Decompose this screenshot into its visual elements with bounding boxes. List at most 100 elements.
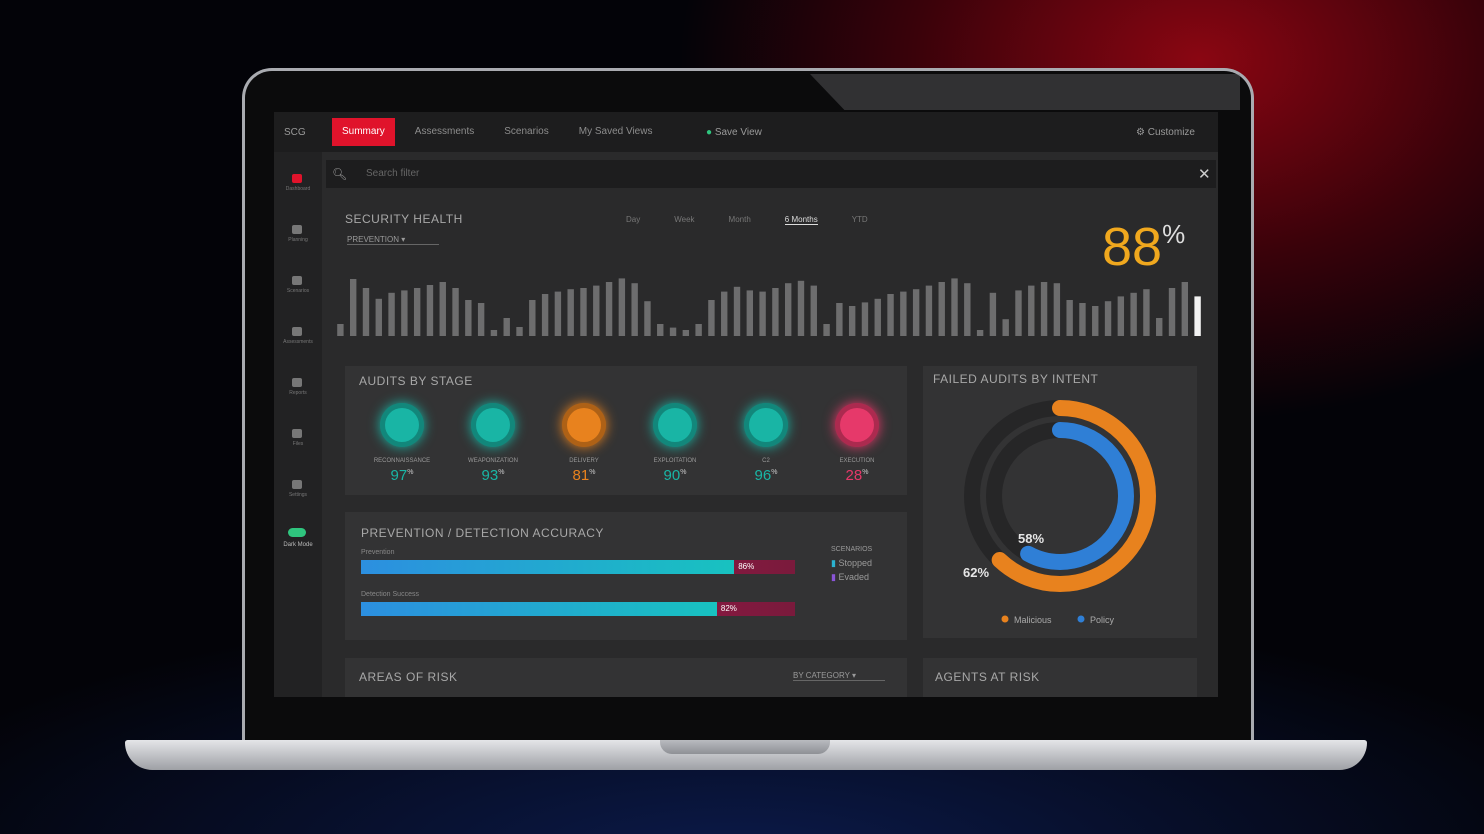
- legend-label: Policy: [1090, 615, 1115, 625]
- health-bar: [900, 291, 907, 336]
- dropdown[interactable]: PREVENTION ▾: [347, 235, 439, 245]
- health-bar: [1002, 319, 1009, 336]
- search-placeholder[interactable]: Search filter: [366, 168, 420, 179]
- stage-unit: %: [498, 469, 505, 476]
- dropdown[interactable]: BY CATEGORY ▾: [793, 671, 885, 681]
- accuracy-panel: PREVENTION / DETECTION ACCURACY SCENARIO…: [345, 512, 907, 640]
- health-bar: [375, 298, 382, 336]
- nav-icon[interactable]: [292, 174, 302, 183]
- nav-icon[interactable]: [292, 327, 302, 336]
- health-bar: [989, 292, 997, 336]
- health-bar: [413, 288, 421, 336]
- health-bar: [593, 285, 600, 336]
- close[interactable]: ✕: [1198, 166, 1211, 183]
- range-tab[interactable]: 6 Months: [784, 215, 818, 225]
- stage-number: 93: [481, 467, 499, 484]
- stage-number: 90: [663, 467, 681, 484]
- nav-label[interactable]: Reports: [289, 390, 307, 396]
- health-bar: [733, 286, 741, 336]
- stage-unit: %: [589, 469, 596, 476]
- nav-label[interactable]: Dark Mode: [283, 542, 313, 548]
- range-tab[interactable]: YTD: [851, 215, 868, 224]
- health-bar: [401, 290, 408, 336]
- nav-label[interactable]: Dashboard: [285, 186, 311, 192]
- panel-title: AREAS OF RISK: [359, 670, 458, 684]
- customize[interactable]: ⚙ Customize: [1136, 127, 1195, 138]
- agents-panel: AGENTS AT RISK: [923, 658, 1197, 697]
- nav-icon[interactable]: [292, 276, 302, 285]
- tab[interactable]: Assessments: [414, 126, 475, 137]
- stage-value: 28%: [812, 467, 902, 484]
- donut-arc: [986, 422, 1134, 570]
- stage-value: 90%: [630, 467, 720, 484]
- stage-value: 97%: [357, 467, 447, 484]
- stage-label: DELIVERY: [569, 458, 599, 464]
- range-tab[interactable]: Month: [728, 215, 751, 224]
- range-tab[interactable]: Day: [626, 215, 641, 224]
- donut-label: 62%: [963, 565, 989, 580]
- stage-unit: %: [680, 469, 687, 476]
- health-bar: [1156, 318, 1163, 336]
- health-bar: [708, 300, 715, 336]
- toggle[interactable]: [288, 528, 306, 537]
- health-bar: [784, 283, 792, 336]
- health-bar: [1066, 300, 1073, 336]
- health-bar: [580, 288, 587, 336]
- stage-icon: [380, 403, 424, 447]
- stage-label: RECONNAISSANCE: [373, 458, 431, 464]
- score-unit: %: [1162, 219, 1186, 249]
- stage-unit: %: [407, 469, 414, 476]
- tab[interactable]: Scenarios: [504, 126, 549, 137]
- legend-label: Malicious: [1014, 615, 1052, 625]
- reflection: [810, 74, 1240, 110]
- health-bar: [426, 285, 434, 336]
- donut-number: 58: [1018, 531, 1032, 546]
- nav-label[interactable]: Settings: [288, 492, 308, 498]
- bar-unit: %: [729, 604, 737, 613]
- stage-unit: %: [862, 469, 869, 476]
- tab[interactable]: Summary: [332, 118, 395, 146]
- health-bar: [1181, 282, 1189, 336]
- tab[interactable]: My Saved Views: [578, 126, 653, 137]
- nav-label[interactable]: Files: [292, 441, 304, 447]
- nav-icon[interactable]: [292, 480, 302, 489]
- legend-item: ▮ Evaded: [831, 572, 869, 582]
- app-screen: SCG Summary Assessments Scenarios My Saved …: [274, 112, 1218, 697]
- health-bar: [362, 288, 370, 336]
- laptop-notch: [660, 740, 830, 754]
- panel-title: AGENTS AT RISK: [935, 670, 1040, 684]
- health-bar: [337, 324, 344, 336]
- health-bar: [1053, 283, 1061, 336]
- nav-label[interactable]: Assessments: [283, 339, 313, 345]
- stage-unit: %: [771, 469, 778, 476]
- health-bar: [682, 330, 690, 336]
- nav-icon[interactable]: [292, 225, 302, 234]
- health-bar: [874, 298, 881, 336]
- dropdown-label[interactable]: BY CATEGORY: [793, 671, 850, 680]
- dropdown-label[interactable]: PREVENTION: [347, 235, 400, 244]
- stage-icon: [653, 403, 697, 447]
- health-bar: [439, 282, 446, 336]
- health-bar: [848, 306, 856, 336]
- health-bar: [721, 291, 728, 336]
- nav-label[interactable]: Planning: [288, 237, 308, 243]
- top-nav: SCG Summary Assessments Scenarios My Saved …: [274, 112, 1218, 152]
- range-tab[interactable]: Week: [674, 215, 695, 224]
- legend-dot: [1001, 615, 1009, 623]
- donut-number: 62: [963, 565, 977, 580]
- nav-icon[interactable]: [292, 429, 302, 438]
- nav-label[interactable]: Scenarios: [286, 288, 310, 294]
- search-bar[interactable]: 🔍︎ Search filter ✕: [326, 160, 1216, 188]
- nav-icon[interactable]: [292, 378, 302, 387]
- health-bar: [554, 291, 562, 336]
- customize-label[interactable]: Customize: [1147, 127, 1195, 138]
- bar-number: 86: [738, 562, 748, 571]
- save-view[interactable]: ● Save View: [706, 127, 762, 138]
- panel-title: AUDITS BY STAGE: [359, 374, 473, 388]
- save-view-label[interactable]: Save View: [714, 127, 762, 138]
- health-bar: [797, 280, 805, 336]
- health-chart: [337, 278, 1201, 336]
- bar-fill: [361, 560, 735, 574]
- health-bar: [1117, 296, 1125, 336]
